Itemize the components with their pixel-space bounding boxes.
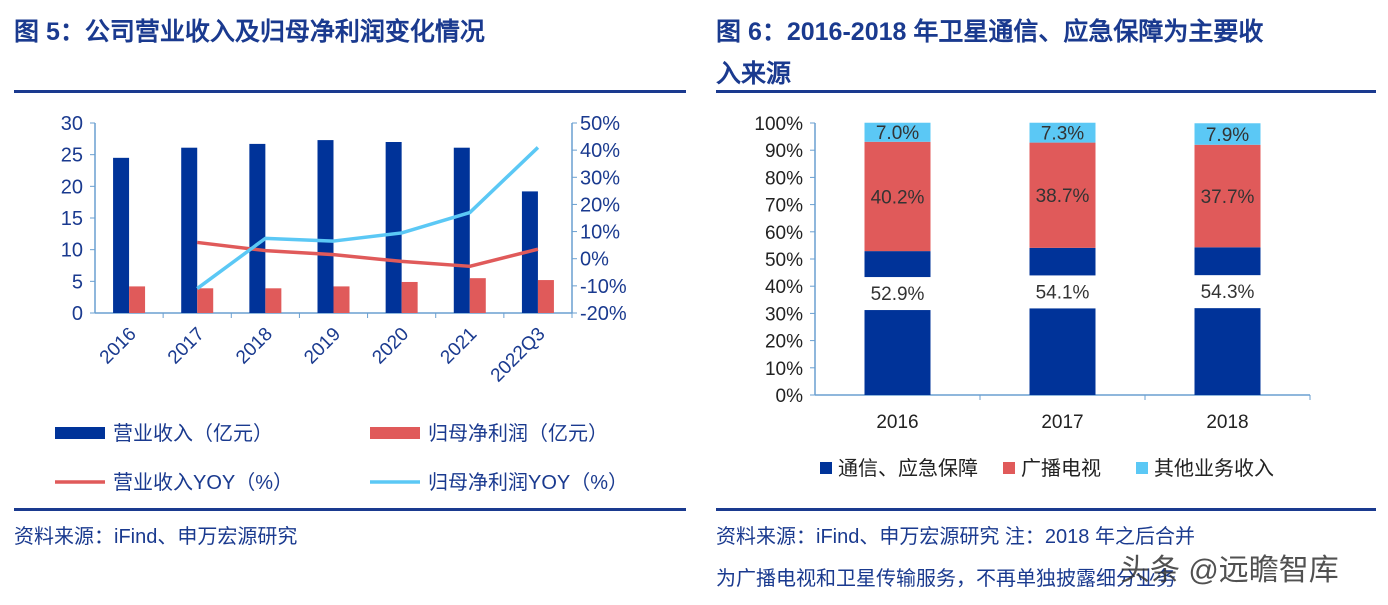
stacked-segment [864, 122, 931, 142]
y2-tick-label: -10% [580, 276, 627, 298]
revenue-bar [249, 143, 266, 313]
revenue-bar [181, 147, 198, 313]
y-tick-label: 30% [765, 304, 803, 325]
stacked-segment [1029, 247, 1096, 395]
left-top-rule [14, 90, 686, 93]
legend-label: 其他业务收入 [1154, 457, 1274, 480]
y2-tick-label: 10% [580, 222, 620, 244]
x-tick-label: 2022Q3 [487, 324, 550, 387]
y2-tick-label: -20% [580, 303, 627, 325]
x-tick-label: 2020 [368, 324, 413, 369]
legend-label: 归母净利润YOY（%） [428, 471, 628, 494]
x-tick-label: 2018 [232, 324, 277, 369]
data-label-bg [1194, 275, 1261, 309]
revenue-bar [453, 147, 470, 313]
stacked-segment [864, 251, 931, 395]
data-label: 7.3% [1041, 124, 1084, 145]
legend-label: 营业收入YOY（%） [113, 471, 293, 494]
y-tick-label: 0% [776, 386, 804, 407]
net-profit-bar [197, 288, 214, 313]
legend-label: 广播电视 [1021, 457, 1101, 480]
legend-label: 归母净利润（亿元） [428, 422, 608, 445]
legend-swatch [1136, 462, 1148, 474]
net-profit-bar [537, 280, 554, 313]
y-tick-label: 10% [765, 359, 803, 380]
x-tick-label: 2017 [164, 324, 209, 369]
legend-swatch [820, 462, 832, 474]
net-profit-bar [333, 286, 350, 313]
right-chart-title-line1: 图 6：2016-2018 年卫星通信、应急保障为主要收 [716, 18, 1264, 46]
revenue-yoy-line [197, 240, 539, 269]
legend-label: 营业收入（亿元） [113, 422, 273, 445]
data-label: 7.0% [876, 123, 919, 144]
legend-swatch [370, 427, 420, 439]
data-label: 37.7% [1201, 187, 1255, 208]
legend-label: 通信、应急保障 [838, 457, 978, 480]
x-tick-label: 2016 [96, 324, 141, 369]
y2-tick-label: 40% [580, 140, 620, 162]
y2-tick-label: 50% [580, 113, 620, 135]
y-tick-label: 50% [765, 250, 803, 271]
x-tick-label: 2019 [300, 324, 345, 369]
y-tick-label: 60% [765, 223, 803, 244]
left-source: 资料来源：iFind、申万宏源研究 [14, 526, 298, 548]
data-label-bg [864, 277, 931, 311]
y-tick-label: 100% [754, 114, 803, 135]
y-tick-label: 90% [765, 141, 803, 162]
y2-tick-label: 20% [580, 194, 620, 216]
net-profit-bar [401, 281, 418, 313]
stacked-segment [1029, 142, 1096, 248]
stacked-segment [1194, 123, 1261, 145]
data-label-bg [1029, 275, 1096, 309]
y-tick-label: 5 [72, 271, 83, 293]
y-tick-label: 80% [765, 168, 803, 189]
left-bottom-rule [14, 508, 686, 511]
right-bottom-rule [716, 508, 1376, 511]
y-tick-label: 20 [61, 176, 83, 198]
net-profit-yoy-line [196, 146, 540, 290]
y-tick-label: 20% [765, 332, 803, 353]
data-label: 40.2% [871, 187, 925, 208]
legend-swatch [55, 427, 105, 439]
y-tick-label: 70% [765, 196, 803, 217]
y2-tick-label: 30% [580, 167, 620, 189]
y2-tick-label: 0% [580, 249, 609, 271]
stacked-segment [1194, 247, 1261, 395]
y-tick-label: 30 [61, 113, 83, 135]
x-tick-label: 2018 [1206, 412, 1248, 433]
y-tick-label: 25 [61, 145, 83, 167]
net-profit-bar [129, 286, 146, 313]
left-chart-title: 图 5：公司营业收入及归母净利润变化情况 [14, 18, 485, 46]
stacked-segment [864, 141, 931, 252]
stacked-segment [1194, 144, 1261, 248]
net-profit-bar [469, 278, 486, 313]
y-tick-label: 40% [765, 277, 803, 298]
net-profit-bar [265, 288, 282, 313]
x-tick-label: 2017 [1041, 412, 1083, 433]
y-tick-label: 15 [61, 208, 83, 230]
y-tick-label: 0 [72, 303, 83, 325]
data-label: 54.3% [1201, 282, 1255, 303]
revenue-bar [385, 142, 402, 313]
data-label: 38.7% [1036, 186, 1090, 207]
revenue-bar [113, 157, 130, 313]
data-label: 54.1% [1036, 282, 1090, 303]
data-label: 7.9% [1206, 125, 1249, 146]
data-label: 52.9% [871, 284, 925, 305]
right-source-line2: 为广播电视和卫星传输服务，不再单独披露细分业务 [716, 568, 1176, 590]
legend-swatch [1003, 462, 1015, 474]
right-chart-title-line2: 入来源 [716, 60, 792, 88]
x-tick-label: 2021 [437, 324, 482, 369]
stacked-segment [1029, 122, 1096, 143]
watermark: 头条 @远瞻智库 [1120, 554, 1339, 587]
right-source-line1: 资料来源：iFind、申万宏源研究 注：2018 年之后合并 [716, 526, 1195, 548]
revenue-bar [317, 140, 334, 313]
right-top-rule [716, 90, 1376, 93]
y-tick-label: 10 [61, 240, 83, 262]
x-tick-label: 2016 [876, 412, 918, 433]
